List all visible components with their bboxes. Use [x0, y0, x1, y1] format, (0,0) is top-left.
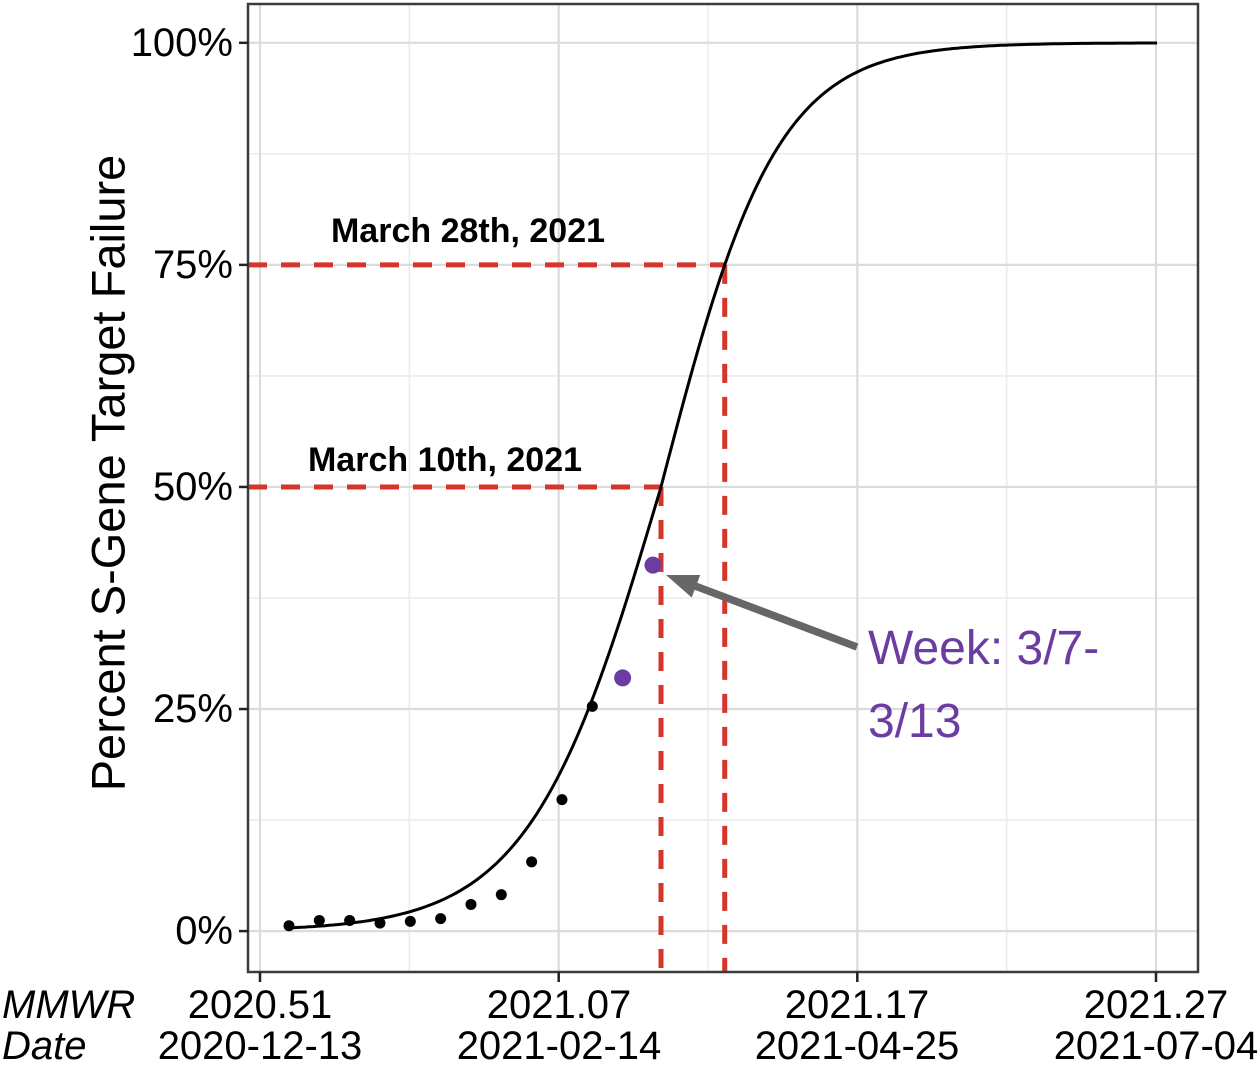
- x-tick-date-1: 2020-12-13: [157, 1024, 363, 1068]
- highlight-point: [614, 669, 632, 687]
- data-point: [586, 700, 598, 712]
- x-tick-date-3: 2021-04-25: [754, 1024, 960, 1068]
- x-tick-mmwr-2: 2021.07: [486, 983, 632, 1027]
- data-point: [313, 914, 325, 926]
- week-callout-line2: 3/13: [868, 695, 962, 748]
- data-point: [344, 914, 356, 926]
- data-point: [556, 794, 568, 806]
- ref-50-annotation: March 10th, 2021: [307, 441, 583, 479]
- x-tick-mmwr-3: 2021.17: [784, 983, 930, 1027]
- fit-curve: [288, 41, 1157, 930]
- data-point: [435, 913, 447, 925]
- data-point: [526, 856, 538, 868]
- x-axis-row2-flag: Date: [2, 1024, 87, 1068]
- data-point: [283, 920, 295, 932]
- x-tick-date-4: 2021-07-04: [1053, 1024, 1258, 1068]
- y-tick-label-50: 50%: [152, 465, 233, 509]
- week-callout-line1: Week: 3/7-: [868, 622, 1100, 675]
- x-axis-row1-flag: MMWR: [2, 983, 136, 1027]
- x-tick-mmwr-4: 2021.27: [1083, 983, 1229, 1027]
- data-point: [374, 917, 386, 929]
- x-tick-date-2: 2021-02-14: [456, 1024, 662, 1068]
- week-callout: Week: 3/7- 3/13: [868, 612, 1099, 758]
- annotation-arrow-head: [666, 575, 701, 598]
- data-point: [465, 898, 477, 910]
- x-tick-mmwr-1: 2020.51: [187, 983, 333, 1027]
- data-point: [404, 915, 416, 927]
- y-tick-label-100: 100%: [130, 21, 233, 65]
- y-tick-label-0: 0%: [175, 909, 233, 953]
- data-point: [495, 889, 507, 901]
- y-tick-label-25: 25%: [152, 687, 233, 731]
- y-tick-label-75: 75%: [152, 243, 233, 287]
- ref-75-annotation: March 28th, 2021: [330, 212, 606, 250]
- annotation-arrow-shaft: [690, 581, 859, 651]
- highlight-point: [644, 556, 662, 574]
